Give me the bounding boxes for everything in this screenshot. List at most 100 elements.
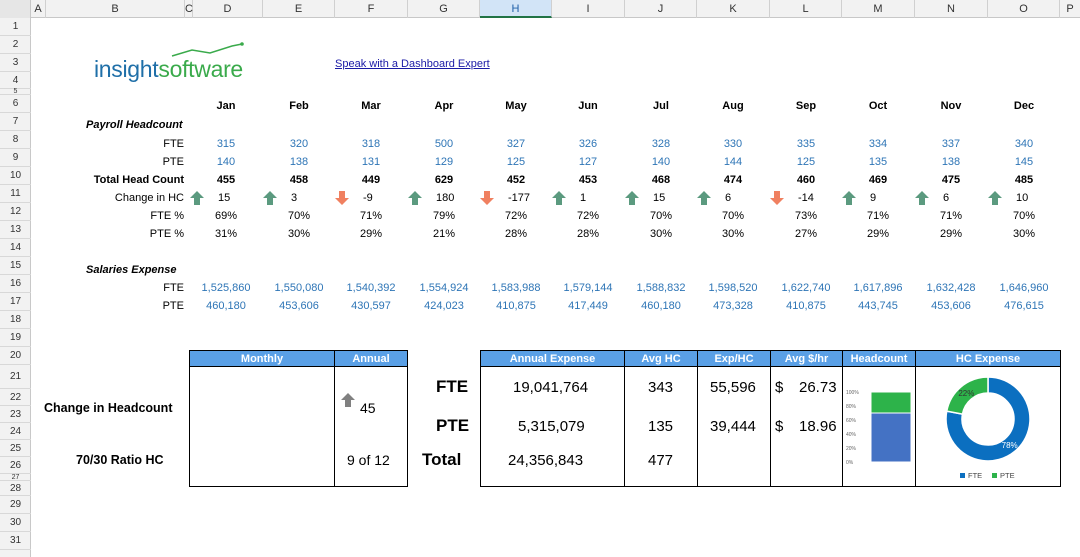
fte-headcount-cell: 327 (506, 138, 526, 150)
fte-salary-cell: 1,554,924 (419, 282, 469, 294)
fte-percent-cell: 70% (287, 210, 311, 222)
row-header[interactable]: 3 (0, 54, 31, 72)
row-header[interactable]: 17 (0, 293, 31, 311)
row-header[interactable]: 28 (0, 481, 31, 496)
row-header[interactable]: 21 (0, 365, 31, 389)
pte-salary-cell: 460,180 (641, 300, 681, 312)
column-header-k[interactable]: K (697, 0, 770, 18)
avg-rate-header: Avg $/hr (770, 350, 843, 367)
month-header-apr: Apr (434, 100, 454, 112)
change-in-hc-cell: 180 (436, 192, 455, 204)
row-header[interactable]: 23 (0, 406, 31, 423)
row-header[interactable]: 12 (0, 203, 31, 221)
row-header[interactable]: 8 (0, 131, 31, 149)
annual-header: Annual (334, 350, 408, 367)
row-header[interactable]: 2 (0, 36, 31, 54)
column-header-h[interactable]: H (480, 0, 552, 18)
fte-percent-cell: 71% (939, 210, 963, 222)
change-in-hc-cell: 6 (943, 192, 950, 204)
column-header-g[interactable]: G (408, 0, 480, 18)
fte-salary-cell: 1,540,392 (346, 282, 396, 294)
total-row-label: Total (422, 450, 462, 469)
fte-salary-cell: 1,598,520 (708, 282, 758, 294)
column-header-n[interactable]: N (915, 0, 988, 18)
legend-swatch-pte (992, 473, 997, 478)
row-header[interactable]: 5 (0, 88, 31, 95)
pte-salary-cell: 430,597 (351, 300, 391, 312)
fte-percent-cell: 70% (1012, 210, 1036, 222)
column-header-a[interactable]: A (31, 0, 46, 18)
column-header-b[interactable]: B (46, 0, 185, 18)
table-divider (842, 366, 843, 487)
pte-salary-cell: 460,180 (206, 300, 246, 312)
fte-percent-cell: 71% (359, 210, 383, 222)
column-header-o[interactable]: O (988, 0, 1060, 18)
bar-chart-tick-label: 80% (846, 404, 857, 410)
row-header[interactable]: 24 (0, 423, 31, 440)
select-all-corner[interactable] (0, 0, 31, 18)
row-header[interactable]: 26 (0, 457, 31, 474)
fte-salary-cell: 1,622,740 (781, 282, 831, 294)
row-header[interactable]: 18 (0, 311, 31, 329)
fte-headcount-cell: 330 (723, 138, 743, 150)
column-header-d[interactable]: D (193, 0, 263, 18)
row-header[interactable]: 6 (0, 95, 31, 113)
change-in-hc-cell: 10 (1016, 192, 1029, 204)
headcount-stacked-bar-chart: 100% 80% 60% 40% 20% 0% (846, 390, 912, 466)
change-in-hc-cell: 15 (218, 192, 231, 204)
annual-change-value: 45 (360, 400, 376, 416)
arrow-down-icon (335, 191, 349, 205)
row-header[interactable]: 19 (0, 329, 31, 347)
row-header[interactable]: 1 (0, 18, 31, 36)
column-header-m[interactable]: M (842, 0, 915, 18)
column-header-p[interactable]: P (1066, 3, 1074, 15)
column-header-c[interactable]: C (185, 0, 193, 18)
table-divider (697, 366, 698, 487)
row-header[interactable]: 11 (0, 185, 31, 203)
row-header[interactable]: 7 (0, 113, 31, 131)
pte-headcount-cell: 138 (941, 156, 961, 168)
avg-hc-header: Avg HC (624, 350, 698, 367)
pte-headcount-cell: 127 (578, 156, 598, 168)
row-header[interactable]: 27 (0, 474, 31, 481)
column-header-e[interactable]: E (263, 0, 335, 18)
summary-divider (334, 366, 335, 487)
pte-headcount-cell: 135 (868, 156, 888, 168)
row-header[interactable]: 31 (0, 532, 31, 550)
pte-salary-cell: 417,449 (568, 300, 608, 312)
row-header[interactable]: 13 (0, 221, 31, 239)
column-header-j[interactable]: J (625, 0, 697, 18)
row-header[interactable]: 15 (0, 257, 31, 275)
total-headcount-cell: 469 (868, 174, 888, 186)
bar-chart-tick-label: 100% (846, 390, 859, 396)
pte-avg-rate: 18.96 (799, 418, 837, 435)
logo-text-insight: insight (94, 56, 159, 82)
fte-salary-cell: 1,579,144 (563, 282, 613, 294)
month-header-dec: Dec (1013, 100, 1035, 112)
payroll-headcount-title: Payroll Headcount (86, 119, 183, 131)
column-header-f[interactable]: F (335, 0, 408, 18)
fte-avg-rate: 26.73 (799, 379, 837, 396)
row-header[interactable]: 10 (0, 167, 31, 185)
row-header[interactable]: 14 (0, 239, 31, 257)
fte-percent-cell: 70% (721, 210, 745, 222)
fte-headcount-cell: 337 (941, 138, 961, 150)
row-header[interactable]: 29 (0, 496, 31, 514)
column-header-l[interactable]: L (770, 0, 842, 18)
summary-box (189, 366, 408, 487)
bar-chart-tick-label: 60% (846, 418, 857, 424)
row-header[interactable]: 20 (0, 347, 31, 365)
dashboard-expert-link[interactable]: Speak with a Dashboard Expert (335, 58, 490, 70)
row-header[interactable]: 22 (0, 389, 31, 406)
donut-slice-fte (945, 376, 1031, 462)
monthly-header: Monthly (189, 350, 335, 367)
row-header[interactable]: 9 (0, 149, 31, 167)
row-header[interactable]: 25 (0, 440, 31, 457)
row-header[interactable]: 30 (0, 514, 31, 532)
total-headcount-cell: 475 (941, 174, 961, 186)
column-header-i[interactable]: I (552, 0, 625, 18)
row-header[interactable]: 16 (0, 275, 31, 293)
arrow-up-icon (552, 191, 566, 205)
hc-expense-donut-chart: 78% 22% FTE PTE (945, 376, 1031, 480)
row-header[interactable]: 4 (0, 72, 31, 89)
